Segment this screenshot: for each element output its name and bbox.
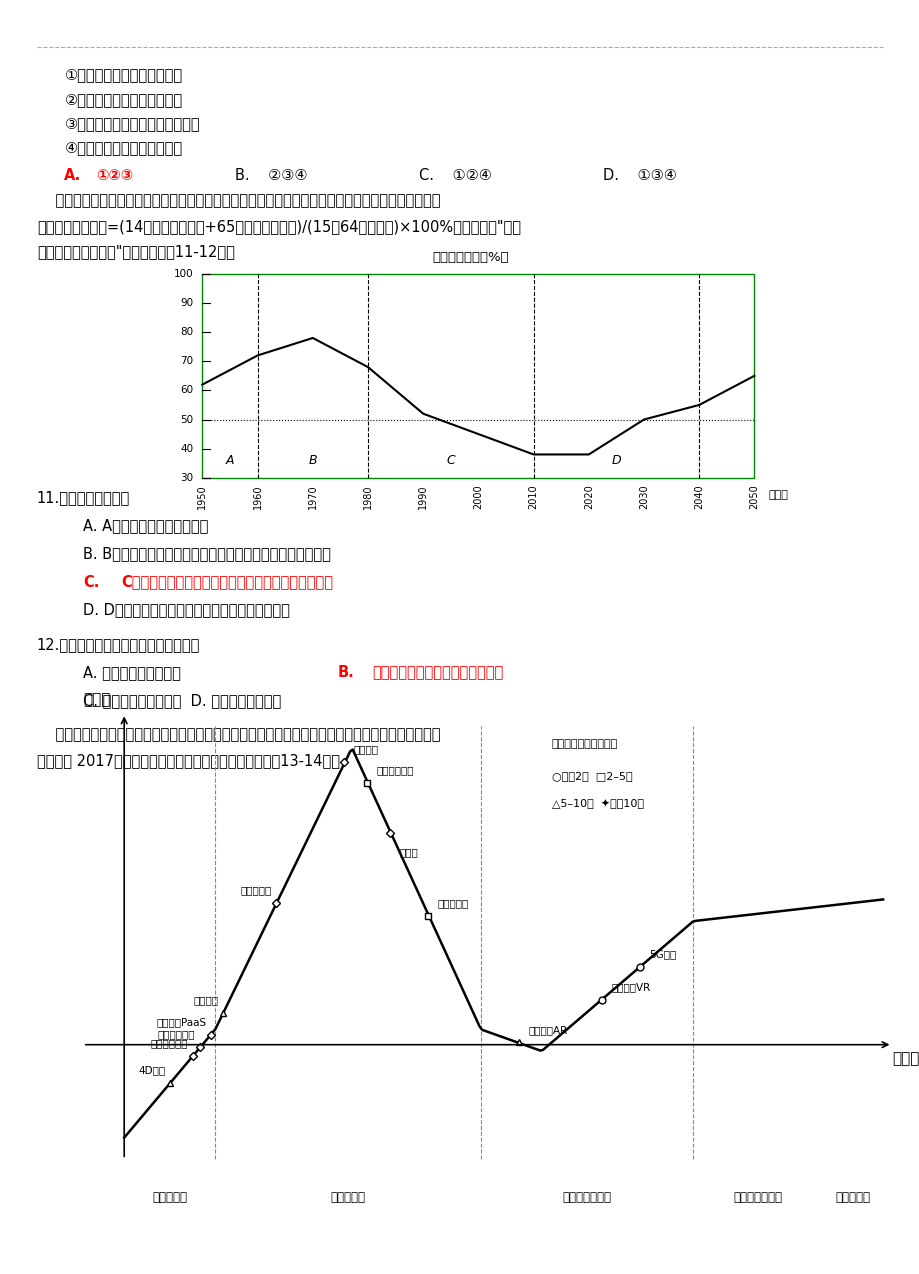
Text: 1990: 1990 [418,484,427,508]
Text: ①②③: ①②③ [96,168,133,183]
Text: D.    ①③④: D. ①③④ [602,168,675,183]
Text: B.    ②③④: B. ②③④ [234,168,307,183]
Text: 司发布的 2017年中国新兴技术成熟度曲线。读下图，回答13-14题。: 司发布的 2017年中国新兴技术成熟度曲线。读下图，回答13-14题。 [37,753,339,768]
Text: B.: B. [337,665,354,680]
Text: ○不到2年  □2–5年: ○不到2年 □2–5年 [551,771,632,781]
Text: C.    ①②④: C. ①②④ [418,168,491,183]
Text: C: C [446,454,455,466]
Text: ④煤炭资源不足，火电比重小: ④煤炭资源不足，火电比重小 [64,140,182,155]
Text: 增加教育投入，完善社会保障体系: 增加教育投入，完善社会保障体系 [372,665,504,680]
Text: 自动驾驶汽车: 自动驾驶汽车 [376,764,414,775]
Text: ③海拔高，空气稀薄，太阳能丰富: ③海拔高，空气稀薄，太阳能丰富 [64,116,199,131]
Text: 60: 60 [180,386,193,395]
Text: 1960: 1960 [253,484,262,508]
Text: 2000: 2000 [473,484,482,508]
Text: D. D阶段最突出的人口问题是就业困难，失业率高: D. D阶段最突出的人口问题是就业困难，失业率高 [83,603,289,618]
Text: 量子计算: 量子计算 [193,995,218,1005]
Text: 12.针对我国现阶段人口负担情况，应该: 12.针对我国现阶段人口负担情况，应该 [37,637,200,652]
Text: B: B [308,454,317,466]
Text: 90: 90 [180,298,193,308]
Text: 期望值: 期望值 [83,692,110,707]
Text: 增强现实AR: 增强现实AR [528,1024,567,1034]
Text: 机器学习: 机器学习 [353,744,378,754]
Text: 1950: 1950 [198,484,207,508]
Text: 1970: 1970 [308,484,317,508]
Text: 30: 30 [180,473,193,483]
Text: 神经形态硬件: 神经形态硬件 [150,1038,187,1049]
Text: 人口负担系数也称抚养系数，是指人口总体中非劳动年龄人口数与劳动年龄人口数之比，用百分比表: 人口负担系数也称抚养系数，是指人口总体中非劳动年龄人口数与劳动年龄人口数之比，用… [37,194,440,209]
Text: ①河流落差大，水能蕴藏量大: ①河流落差大，水能蕴藏量大 [64,68,182,83]
Text: 发展阶段: 发展阶段 [891,1051,919,1066]
Text: 100: 100 [174,269,193,279]
Text: 人口负担系数变化图"。读图，回答11-12题。: 人口负担系数变化图"。读图，回答11-12题。 [37,245,234,260]
Text: 80: 80 [180,327,193,338]
Text: 2020: 2020 [584,484,593,508]
Text: △5–10年  ✦超过10年: △5–10年 ✦超过10年 [551,799,643,809]
Text: 技术成熟度曲线是通过技术发展阶段和公众期望值等指标来评价新技术的一种工具。下图为某咨询公: 技术成熟度曲线是通过技术发展阶段和公众期望值等指标来评价新技术的一种工具。下图为… [37,727,440,743]
Text: B. B阶段人口负担下降主要是因为我国的经济水平大幅度提高: B. B阶段人口负担下降主要是因为我国的经济水平大幅度提高 [83,547,330,562]
Text: 期望膨胀期: 期望膨胀期 [330,1191,365,1204]
Text: 生产成熟期: 生产成熟期 [834,1191,869,1204]
Text: A.: A. [64,168,82,183]
Text: C. 大力发展高能耗产业  D. 延长工人退休年龄: C. 大力发展高能耗产业 D. 延长工人退休年龄 [83,693,280,708]
Text: 人体机能增强: 人体机能增强 [158,1029,196,1040]
Text: 4D打印: 4D打印 [138,1065,165,1075]
Text: A. 加大宣传，鼓励生育: A. 加大宣传，鼓励生育 [83,665,180,680]
Text: 2040: 2040 [694,484,703,508]
Text: 无服务器PaaS: 无服务器PaaS [156,1018,207,1027]
Text: 11.下列说法正确的是: 11.下列说法正确的是 [37,490,130,506]
Text: 泡沫破裂低谷期: 泡沫破裂低谷期 [562,1191,611,1204]
Text: 技术萌芽期: 技术萌芽期 [152,1191,187,1204]
Text: 人口负担系数（%）: 人口负担系数（%） [432,251,508,264]
Text: 稳步爬升恢复期: 稳步爬升恢复期 [732,1191,782,1204]
Text: （年）: （年） [767,490,788,501]
Text: A: A [225,454,234,466]
Text: D: D [611,454,620,466]
Text: C.: C. [83,575,99,590]
Text: 40: 40 [180,443,193,454]
Text: ②经济总量小，对电力需求小: ②经济总量小，对电力需求小 [64,92,182,107]
Text: 2010: 2010 [528,484,538,508]
Text: C阶段初期给我国劳动密集型工业发展提供了有利条件: C阶段初期给我国劳动密集型工业发展提供了有利条件 [121,575,333,590]
Text: 1980: 1980 [363,484,372,508]
Text: 虚拟现实VR: 虚拟现实VR [611,982,650,992]
Text: 50: 50 [180,414,193,424]
Text: 商用无人机: 商用无人机 [437,898,468,908]
Text: 示（人口负担系数=(14岁及以下人口数+65岁及以上人口数)/(15～64岁人口数)×100%）。下图为"我国: 示（人口负担系数=(14岁及以下人口数+65岁及以上人口数)/(15～64岁人口… [37,219,520,234]
Text: 2050: 2050 [749,484,758,508]
Text: 2030: 2030 [639,484,648,508]
Bar [202,274,754,478]
Text: 区块链: 区块链 [399,847,417,856]
Text: 智能机器人: 智能机器人 [240,885,271,896]
Text: 到达成熟期需要的年限: 到达成熟期需要的年限 [551,739,618,749]
Text: A. A阶段我国人口老龄化严重: A. A阶段我国人口老龄化严重 [83,519,208,534]
Text: 70: 70 [180,357,193,366]
Text: 5G通信: 5G通信 [649,949,676,959]
